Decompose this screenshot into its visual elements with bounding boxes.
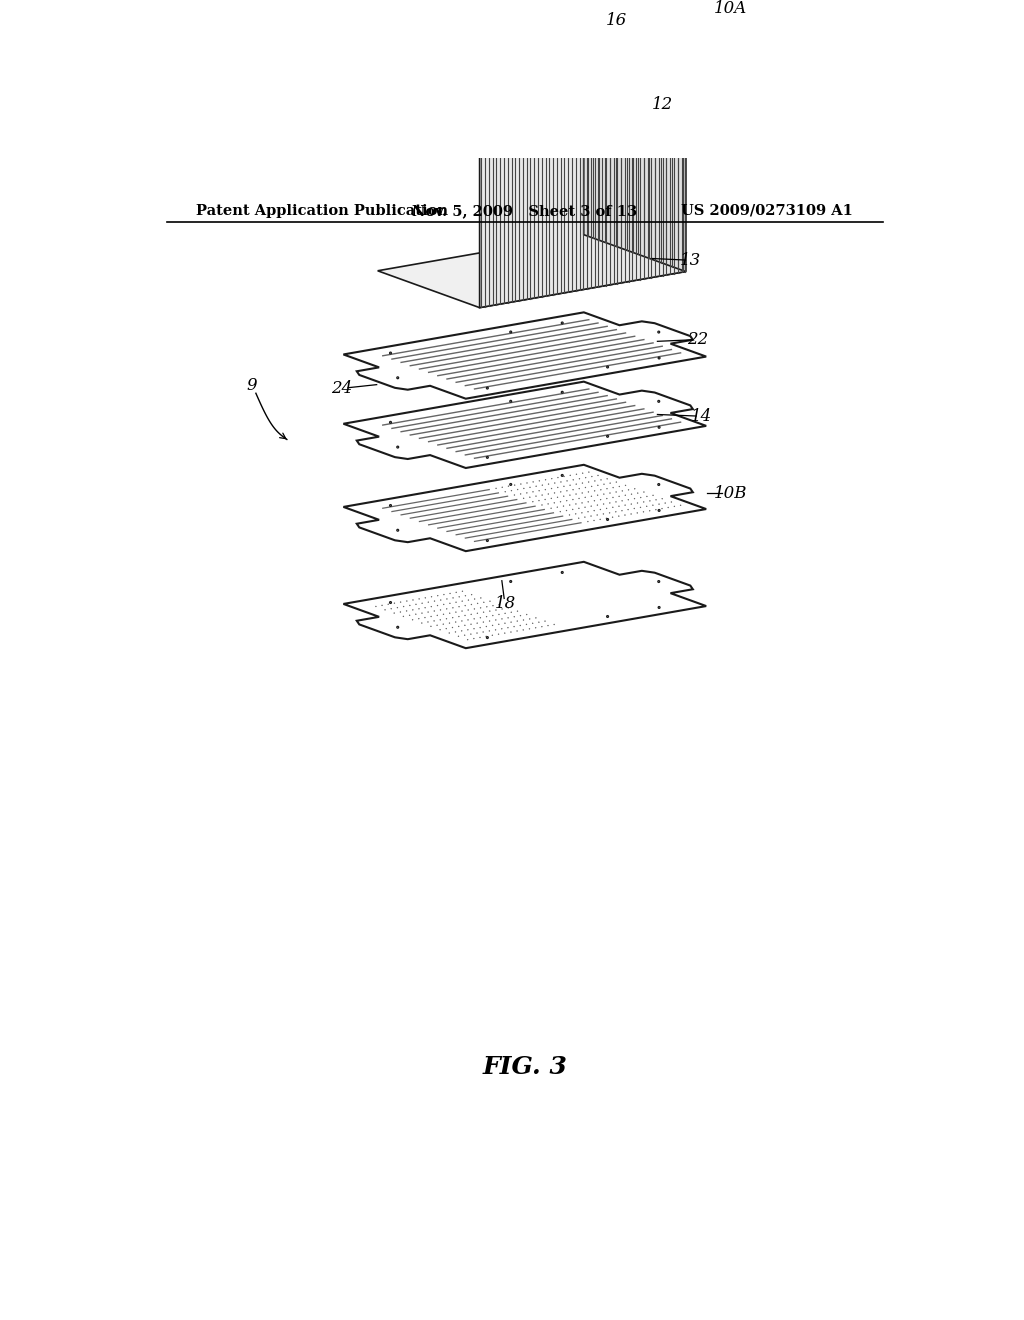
Circle shape — [389, 504, 391, 507]
Circle shape — [389, 602, 391, 603]
Text: FIG. 3: FIG. 3 — [482, 1055, 567, 1078]
Circle shape — [486, 54, 488, 57]
Polygon shape — [343, 465, 707, 552]
Circle shape — [606, 519, 608, 520]
Circle shape — [657, 331, 659, 333]
Circle shape — [486, 457, 488, 458]
Text: 9: 9 — [247, 378, 257, 395]
Text: 12: 12 — [652, 95, 674, 112]
Circle shape — [389, 352, 391, 354]
Text: 22: 22 — [687, 331, 709, 348]
Polygon shape — [378, 82, 686, 156]
Circle shape — [396, 529, 398, 531]
Text: Nov. 5, 2009   Sheet 3 of 13: Nov. 5, 2009 Sheet 3 of 13 — [413, 203, 637, 218]
Polygon shape — [343, 381, 707, 469]
Circle shape — [606, 366, 608, 368]
Circle shape — [510, 331, 512, 333]
Text: 18: 18 — [495, 595, 516, 612]
Circle shape — [657, 581, 659, 582]
Circle shape — [389, 20, 391, 21]
Circle shape — [657, 483, 659, 486]
Circle shape — [389, 421, 391, 424]
Circle shape — [658, 607, 660, 609]
Polygon shape — [479, 119, 686, 308]
Circle shape — [658, 510, 660, 511]
Text: 16: 16 — [605, 12, 627, 29]
Circle shape — [561, 572, 563, 573]
Text: Patent Application Publication: Patent Application Publication — [197, 203, 449, 218]
Text: 14: 14 — [691, 408, 713, 425]
Circle shape — [658, 426, 660, 428]
Text: 10B: 10B — [714, 484, 746, 502]
Circle shape — [606, 615, 608, 618]
Circle shape — [486, 540, 488, 541]
Circle shape — [396, 446, 398, 447]
Text: US 2009/0273109 A1: US 2009/0273109 A1 — [681, 203, 853, 218]
Circle shape — [396, 44, 398, 46]
Polygon shape — [584, 82, 686, 272]
Circle shape — [510, 581, 512, 582]
Text: 10A: 10A — [714, 0, 746, 17]
Circle shape — [561, 391, 563, 393]
Polygon shape — [343, 313, 707, 399]
Circle shape — [561, 322, 563, 323]
Circle shape — [561, 474, 563, 477]
Circle shape — [510, 400, 512, 403]
Circle shape — [658, 358, 660, 359]
Circle shape — [486, 387, 488, 389]
Circle shape — [658, 25, 660, 26]
Circle shape — [396, 626, 398, 628]
Circle shape — [396, 376, 398, 379]
Circle shape — [606, 33, 608, 36]
Circle shape — [486, 636, 488, 639]
Text: 24: 24 — [331, 380, 352, 397]
Circle shape — [606, 436, 608, 437]
Circle shape — [510, 483, 512, 486]
Polygon shape — [343, 562, 707, 648]
Polygon shape — [343, 0, 707, 66]
Circle shape — [657, 400, 659, 403]
Polygon shape — [378, 235, 686, 308]
Text: 13: 13 — [680, 252, 701, 268]
